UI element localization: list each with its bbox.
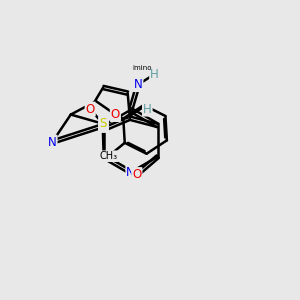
Text: S: S (99, 117, 106, 130)
Text: N: N (99, 119, 108, 132)
Text: H: H (150, 68, 159, 81)
Text: N: N (126, 166, 135, 179)
Text: O: O (132, 168, 142, 181)
Text: CH₃: CH₃ (99, 151, 118, 161)
Text: O: O (85, 103, 95, 116)
Text: O: O (111, 108, 120, 121)
Text: N: N (134, 78, 142, 91)
Text: imino: imino (133, 65, 152, 71)
Text: N: N (48, 136, 57, 148)
Text: H: H (143, 103, 152, 116)
